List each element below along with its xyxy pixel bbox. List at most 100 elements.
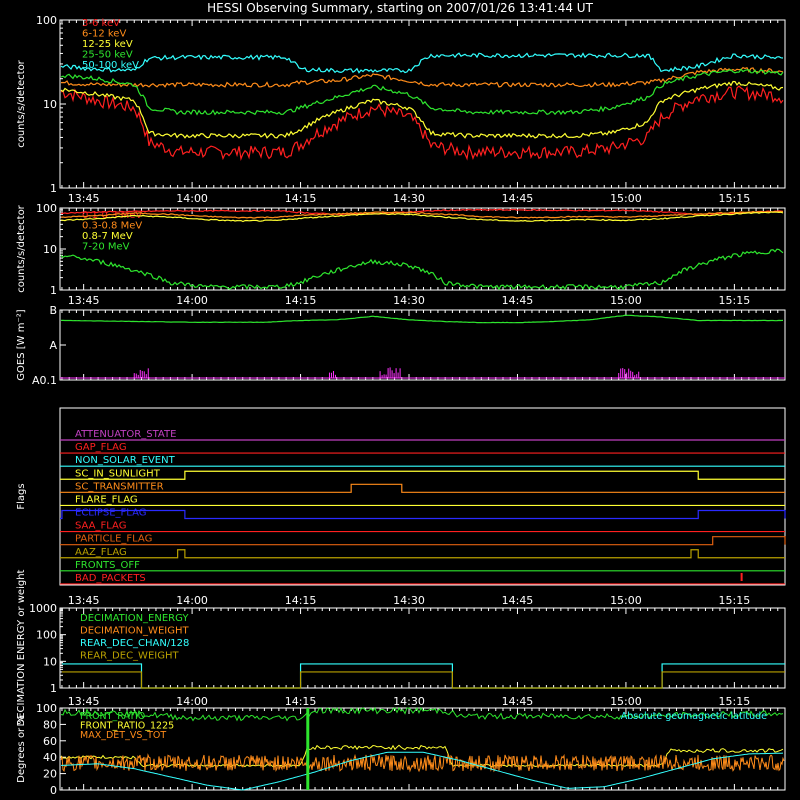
y-axis-label: GOES [W m⁻²]	[16, 309, 27, 380]
x-tick-label: 13:45	[68, 594, 100, 607]
x-tick-label: 14:00	[176, 192, 208, 205]
flag-label: ATTENUATOR_STATE	[75, 429, 176, 440]
x-tick-label: 15:00	[610, 294, 642, 307]
flag-label: SC_IN_SUNLIGHT	[75, 468, 161, 479]
legend-entry: FRONT_RATIO	[80, 711, 145, 722]
x-tick-label: 15:15	[719, 294, 751, 307]
series-line-0	[60, 706, 784, 722]
y-tick-label: 20	[43, 768, 57, 781]
annotation-label: Absolute geomagnetic latitude	[621, 711, 767, 722]
x-tick-label: 14:45	[502, 695, 534, 708]
y-tick-label: 1000	[29, 602, 57, 615]
y-tick-label: 10	[43, 243, 57, 256]
series-line-0	[61, 208, 784, 216]
y-tick-label: 100	[36, 14, 57, 27]
series-line-2	[61, 663, 785, 689]
series-line-3	[61, 751, 784, 791]
legend-entry: MAX_DET_VS_TOT	[80, 730, 166, 741]
y-tick-label: B	[49, 304, 57, 317]
x-tick-label: 14:15	[285, 294, 317, 307]
y-tick-label: 100	[36, 702, 57, 715]
legend-entry: 12-25 keV	[82, 39, 133, 50]
x-tick-label: 14:30	[393, 192, 425, 205]
legend-entry: REAR_DEC_CHAN/128	[80, 638, 189, 649]
y-tick-label: A	[49, 339, 57, 352]
x-tick-label: 13:45	[68, 192, 100, 205]
x-tick-label: 14:00	[176, 294, 208, 307]
flag-label: NON_SOLAR_EVENT	[75, 455, 176, 466]
legend-entry: DECIMATION_WEIGHT	[80, 626, 189, 637]
flag-label: FLARE_FLAG	[75, 494, 138, 505]
y-axis-label: DECIMATION ENERGY or weight	[16, 569, 27, 726]
x-tick-label: 15:00	[610, 192, 642, 205]
x-tick-label: 15:00	[610, 695, 642, 708]
y-tick-label: 60	[43, 735, 57, 748]
x-tick-label: 14:45	[502, 294, 534, 307]
y-axis-label: counts/s/detector	[16, 59, 27, 147]
series-line-1	[60, 66, 784, 88]
x-tick-label: 14:00	[176, 695, 208, 708]
panel-frame-6	[59, 707, 786, 791]
flag-label: SAA_FLAG	[75, 521, 126, 532]
legend-entry: 0.8-7 MeV	[82, 231, 133, 242]
x-tick-label: 13:45	[68, 695, 100, 708]
series-line-3	[61, 671, 785, 689]
flag-line	[60, 470, 785, 480]
legend-entry: 0.1-0.3 MeV	[82, 210, 142, 221]
series-line-2	[60, 80, 784, 139]
flag-label: ECLIPSE_FLAG	[75, 508, 146, 519]
series-line-3	[60, 248, 784, 291]
flag-label: PARTICLE_FLAG	[75, 534, 152, 545]
x-tick-label: 14:30	[393, 695, 425, 708]
x-tick-label: 14:15	[285, 192, 317, 205]
legend-entry: DECIMATION_ENERGY	[80, 613, 189, 624]
y-tick-label: 100	[36, 202, 57, 215]
legend-entry: FRONT_RATIO_1225	[80, 721, 174, 732]
y-tick-label: 80	[43, 718, 57, 731]
y-tick-label: A0.1	[32, 374, 57, 387]
y-tick-label: 10	[43, 655, 57, 668]
x-tick-label: 14:00	[176, 594, 208, 607]
y-tick-label: 1	[50, 682, 57, 695]
y-axis-label: Flags	[16, 483, 27, 509]
legend-entry: 50-100 keV	[82, 60, 139, 71]
x-tick-label: 14:45	[502, 594, 534, 607]
y-tick-label: 100	[36, 629, 57, 642]
x-tick-label: 15:00	[610, 594, 642, 607]
legend-entry: 6-12 keV	[82, 29, 126, 40]
y-tick-label: 1	[50, 182, 57, 195]
flag-label: AAZ_FLAG	[75, 547, 127, 558]
flag-line	[60, 509, 786, 520]
flag-line	[60, 549, 785, 559]
x-tick-label: 15:15	[719, 695, 751, 708]
legend-entry: 0.3-0.8 MeV	[82, 221, 142, 232]
series-line-0	[60, 85, 784, 161]
x-tick-label: 14:30	[393, 294, 425, 307]
legend-entry: 25-50 keV	[82, 50, 133, 61]
legend-entry: 3-6 keV	[82, 18, 120, 29]
y-tick-label: 1	[50, 284, 57, 297]
y-axis-label: counts/s/detector	[16, 204, 27, 292]
panel-frame-2	[59, 207, 786, 291]
legend-entry: 7-20 MeV	[82, 242, 130, 253]
flag-label: BAD_PACKETS	[75, 573, 146, 584]
y-tick-label: 40	[43, 751, 57, 764]
x-tick-label: 14:15	[285, 695, 317, 708]
y-axis-label: Degrees or %	[16, 715, 27, 783]
flag-label: SC_TRANSMITTER	[75, 481, 164, 492]
flag-label: FRONTS_OFF	[75, 560, 140, 571]
x-tick-label: 13:45	[68, 294, 100, 307]
y-tick-label: 0	[50, 784, 57, 797]
flag-line	[60, 536, 786, 546]
series-line-1	[60, 210, 784, 219]
series-line-4	[60, 52, 784, 74]
flag-line	[60, 483, 785, 493]
goes-line	[61, 314, 784, 324]
x-tick-label: 15:15	[719, 192, 751, 205]
series-line-3	[60, 68, 784, 116]
series-line-2	[60, 211, 784, 223]
panel-frame-4	[59, 407, 786, 586]
x-tick-label: 14:15	[285, 594, 317, 607]
panel-frame-5	[59, 607, 786, 689]
